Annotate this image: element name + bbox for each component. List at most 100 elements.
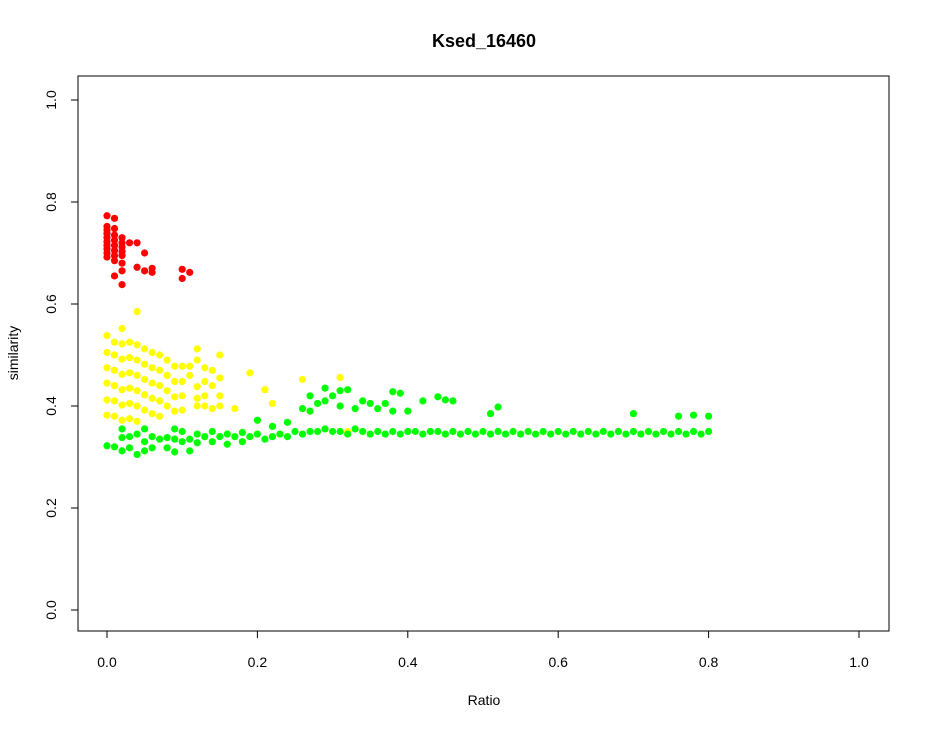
data-point [133, 356, 141, 364]
data-point [441, 396, 449, 404]
data-point [125, 338, 134, 346]
data-point [178, 438, 186, 446]
data-point [298, 375, 307, 384]
data-point [156, 412, 164, 420]
data-point [216, 402, 224, 410]
y-tick-label: 0.8 [43, 192, 59, 212]
data-point [201, 402, 209, 410]
data-point [103, 364, 111, 372]
data-point [396, 430, 404, 438]
data-point [156, 366, 164, 374]
data-point [156, 435, 164, 443]
data-point [268, 422, 277, 430]
data-point [193, 402, 201, 410]
data-point [426, 427, 434, 436]
data-point [118, 324, 126, 333]
data-point [118, 447, 126, 455]
data-point [208, 427, 216, 436]
data-point [193, 345, 201, 353]
data-point [171, 407, 179, 415]
data-point [148, 410, 156, 418]
data-point [336, 402, 344, 410]
data-point [366, 430, 374, 438]
y-tick-label: 0.0 [43, 600, 59, 620]
data-point [667, 430, 675, 438]
data-point [419, 430, 427, 438]
data-point [524, 427, 532, 436]
data-point [246, 433, 254, 441]
data-point [110, 236, 119, 244]
data-point [141, 375, 149, 384]
data-point [216, 433, 224, 441]
data-point [163, 444, 171, 452]
data-point [141, 447, 149, 455]
data-point [133, 239, 141, 247]
data-point [193, 356, 201, 364]
data-point [231, 404, 239, 413]
data-point [103, 442, 111, 450]
data-point [614, 427, 622, 436]
data-point [141, 406, 149, 414]
data-point [110, 246, 119, 255]
data-point [321, 397, 329, 405]
data-point [141, 391, 149, 399]
data-point [201, 392, 209, 400]
data-point [110, 397, 119, 405]
data-point [705, 412, 713, 420]
x-tick-label: 0.4 [398, 654, 418, 670]
data-point [110, 366, 119, 374]
y-tick-label: 0.6 [43, 294, 59, 314]
x-tick-label: 1.0 [849, 654, 869, 670]
data-point [125, 353, 134, 362]
data-point [434, 393, 442, 401]
data-point [306, 392, 314, 400]
data-point [532, 430, 540, 438]
data-point [344, 386, 352, 394]
data-point [110, 214, 119, 222]
plot-frame [77, 75, 890, 632]
data-point [283, 433, 292, 441]
data-point [501, 430, 510, 438]
data-point [110, 272, 119, 280]
data-point [629, 410, 638, 418]
chart-title: Ksed_16460 [432, 31, 536, 51]
data-point [517, 430, 525, 438]
data-point [186, 447, 194, 455]
data-point [103, 396, 111, 404]
data-point [201, 377, 209, 386]
data-point [509, 427, 517, 436]
data-point [141, 360, 149, 368]
data-point [103, 379, 111, 387]
data-point [103, 348, 111, 357]
data-point [268, 433, 277, 441]
data-point [577, 430, 585, 438]
data-point [118, 251, 126, 260]
data-point [336, 373, 344, 382]
data-point [404, 407, 412, 415]
data-point [486, 430, 495, 438]
data-point [156, 382, 164, 390]
data-point [148, 444, 156, 452]
data-point [156, 351, 164, 359]
data-point [110, 443, 119, 451]
data-point [148, 379, 156, 387]
data-point [539, 427, 547, 436]
data-point [133, 341, 141, 349]
data-point [674, 412, 683, 420]
data-point [689, 411, 698, 419]
data-point [246, 369, 254, 377]
data-point [216, 351, 224, 359]
data-point [682, 430, 690, 438]
data-point [261, 386, 269, 394]
data-point [178, 377, 186, 386]
data-point [374, 404, 382, 413]
data-point [178, 427, 186, 436]
data-point [110, 382, 119, 390]
data-point [464, 427, 472, 436]
data-point [148, 364, 156, 372]
data-point [238, 428, 246, 437]
data-point [193, 383, 201, 391]
data-point [216, 374, 224, 382]
data-point [133, 371, 141, 379]
